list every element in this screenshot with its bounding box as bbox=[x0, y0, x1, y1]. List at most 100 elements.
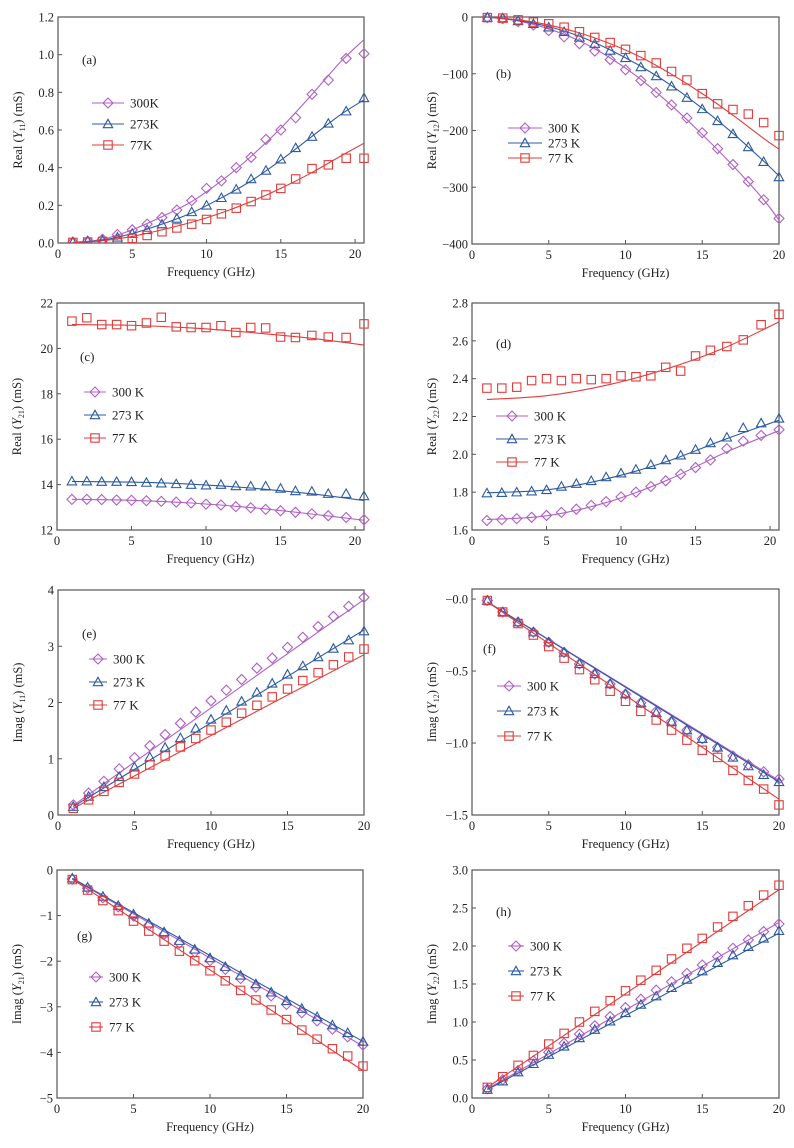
data-point bbox=[221, 717, 232, 727]
data-point bbox=[219, 960, 231, 971]
data-point bbox=[290, 142, 302, 153]
data-point bbox=[773, 776, 785, 787]
data-point bbox=[266, 652, 278, 664]
data-point bbox=[774, 800, 784, 810]
data-point bbox=[755, 429, 767, 442]
data-point bbox=[482, 12, 493, 23]
y-tick-label: −1 bbox=[40, 909, 53, 923]
y-tick-label: −400 bbox=[442, 238, 468, 252]
y-tick-label: 16 bbox=[41, 433, 54, 447]
data-point bbox=[619, 1001, 632, 1014]
y-tick-label: 1.6 bbox=[452, 524, 468, 538]
data-point bbox=[697, 745, 707, 755]
data-point bbox=[220, 976, 231, 986]
data-point bbox=[601, 373, 611, 384]
x-tick-label: 20 bbox=[773, 1102, 786, 1116]
x-tick-label: 5 bbox=[543, 534, 549, 548]
data-point bbox=[246, 196, 256, 207]
data-point bbox=[573, 31, 586, 42]
data-point bbox=[311, 1015, 323, 1027]
y-axis-label: Imag (Y21) (mS) bbox=[10, 944, 26, 1024]
data-point bbox=[190, 722, 202, 733]
series-77k bbox=[67, 312, 369, 346]
data-point bbox=[298, 675, 308, 686]
data-point bbox=[206, 725, 216, 735]
x-tick-label: 0 bbox=[55, 819, 61, 833]
data-point bbox=[619, 52, 632, 63]
data-point bbox=[651, 58, 661, 68]
data-point bbox=[651, 965, 661, 976]
data-point bbox=[114, 777, 124, 788]
y-tick-label: 2.2 bbox=[452, 410, 468, 424]
legend-marker bbox=[89, 386, 101, 398]
data-point bbox=[620, 986, 631, 996]
data-point bbox=[615, 491, 627, 503]
data-point bbox=[757, 193, 770, 206]
data-point bbox=[266, 677, 278, 688]
data-point bbox=[543, 1039, 554, 1049]
data-point bbox=[81, 235, 94, 243]
x-tick-label: 5 bbox=[546, 248, 552, 262]
data-point bbox=[274, 504, 287, 517]
data-point bbox=[711, 142, 724, 155]
fit-line bbox=[487, 16, 780, 221]
data-point bbox=[722, 341, 732, 352]
data-point bbox=[605, 686, 615, 696]
legend-label: 300 K bbox=[113, 652, 146, 667]
data-point bbox=[260, 323, 271, 333]
data-point bbox=[711, 956, 724, 967]
y-tick-label: −3 bbox=[40, 1000, 53, 1014]
x-axis-label: Frequency (GHz) bbox=[166, 1120, 254, 1134]
legend: 300K 273K 77K bbox=[92, 96, 160, 153]
data-point bbox=[774, 309, 784, 320]
data-point bbox=[96, 475, 108, 486]
data-point bbox=[616, 371, 626, 381]
data-point bbox=[126, 224, 139, 236]
data-point bbox=[497, 607, 508, 617]
x-axis-label: Frequency (GHz) bbox=[582, 1120, 670, 1134]
data-point bbox=[773, 918, 785, 930]
data-point bbox=[727, 949, 739, 960]
x-tick-label: 15 bbox=[281, 819, 294, 833]
data-point bbox=[558, 1040, 570, 1051]
legend-marker bbox=[92, 653, 104, 665]
data-point bbox=[573, 658, 586, 669]
data-point bbox=[590, 1006, 600, 1017]
data-point bbox=[497, 1071, 508, 1082]
x-tick-label: 20 bbox=[773, 819, 786, 833]
data-point bbox=[636, 50, 646, 61]
data-point bbox=[630, 463, 642, 474]
data-point bbox=[665, 715, 678, 726]
data-point bbox=[252, 700, 262, 711]
x-tick-label: 0 bbox=[54, 534, 60, 548]
data-point bbox=[358, 92, 370, 103]
legend-marker bbox=[504, 731, 514, 741]
data-point bbox=[590, 32, 600, 43]
data-point bbox=[758, 932, 770, 943]
fit-line bbox=[71, 324, 365, 346]
data-point bbox=[186, 322, 196, 333]
legend-label: 77 K bbox=[109, 1020, 135, 1035]
legend-marker bbox=[519, 137, 531, 148]
series-300k bbox=[481, 11, 785, 225]
data-point bbox=[231, 203, 242, 213]
legend-marker bbox=[103, 140, 113, 150]
data-point bbox=[570, 503, 583, 515]
legend-label: 300 K bbox=[112, 385, 145, 400]
data-point bbox=[220, 684, 233, 696]
data-point bbox=[260, 480, 272, 491]
data-point bbox=[650, 990, 662, 1001]
legend-label: 77 K bbox=[548, 151, 574, 166]
data-point bbox=[681, 724, 693, 736]
y-tick-label: −0.0 bbox=[445, 593, 468, 607]
data-point bbox=[604, 1010, 616, 1023]
data-point bbox=[758, 784, 769, 794]
data-point bbox=[111, 228, 124, 241]
series-273k bbox=[481, 924, 785, 1094]
y-tick-label: 2.8 bbox=[452, 297, 468, 311]
x-tick-label: 20 bbox=[349, 534, 362, 548]
data-point bbox=[245, 322, 256, 333]
data-point bbox=[758, 768, 770, 779]
